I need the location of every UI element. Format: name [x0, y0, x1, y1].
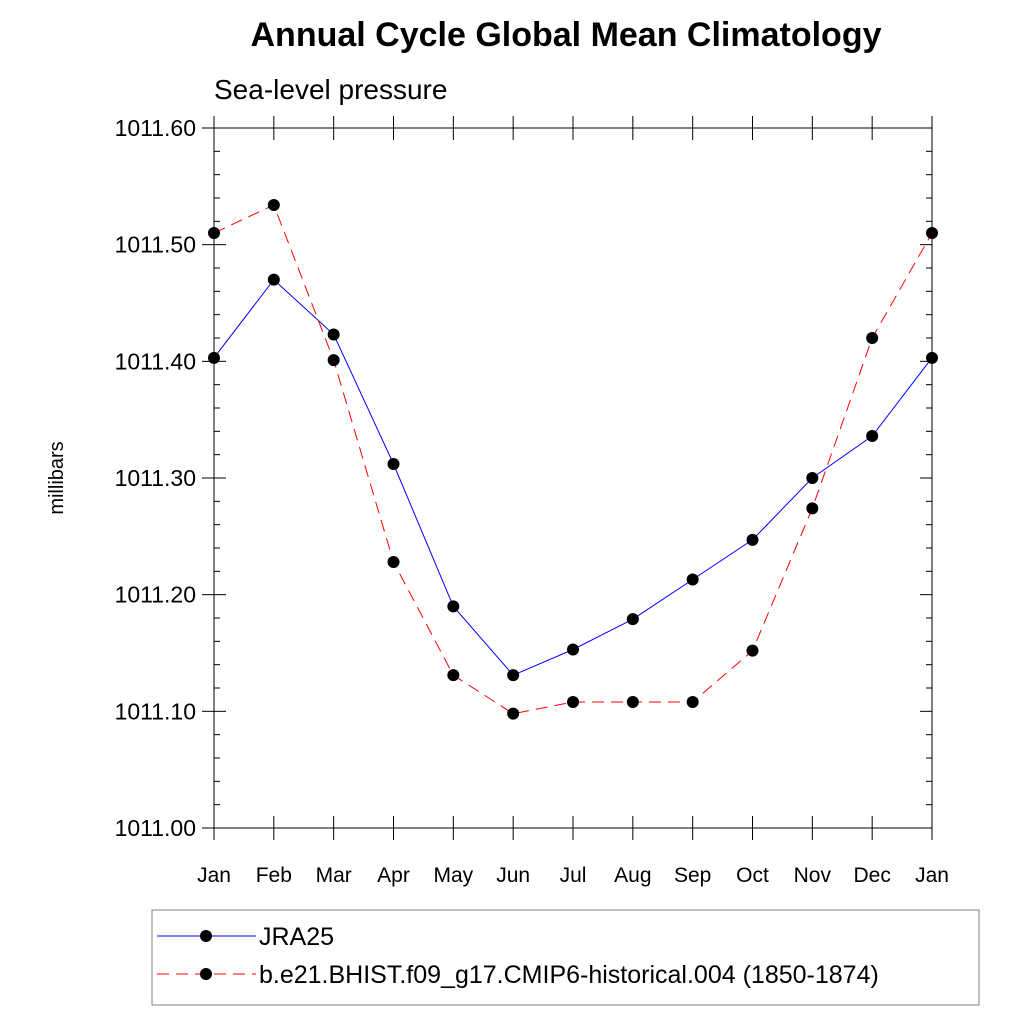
series-1-point — [686, 696, 699, 708]
series-1-point — [746, 644, 759, 657]
series-0-point — [567, 643, 579, 656]
chart-subtitle: Sea-level pressure — [214, 74, 447, 105]
legend-label-1: b.e21.BHIST.f09_g17.CMIP6-historical.004… — [259, 961, 879, 989]
series-1-point — [267, 199, 280, 211]
y-tick-labels: 1011.00 1011.10 1011.20 1011.30 1011.40 1011.… — [115, 115, 196, 841]
series-1-point — [447, 669, 460, 682]
y-tick-label: 1011.10 — [115, 698, 196, 724]
series-0-point — [327, 328, 340, 341]
legend: JRA25 b.e21.BHIST.f09_g17.CMIP6-historica… — [157, 923, 879, 989]
x-tick-label: Mar — [316, 864, 352, 887]
chart-title: Annual Cycle Global Mean Climatology — [251, 16, 882, 54]
x-tick-label: Nov — [794, 864, 832, 887]
series-1-point — [866, 332, 879, 344]
legend-box — [151, 909, 980, 1006]
series-group — [208, 199, 938, 720]
series-0-point — [926, 351, 938, 364]
series-0-point — [447, 600, 460, 613]
legend-marker-0 — [200, 930, 212, 942]
series-1-point — [327, 354, 340, 367]
series-1-point — [806, 502, 819, 515]
series-1-point — [926, 227, 938, 239]
x-tick-label: Jun — [496, 864, 530, 887]
x-tick-label: Sep — [674, 864, 711, 887]
series-0-point — [208, 351, 220, 364]
series-1-point — [208, 227, 220, 239]
series-1-point — [567, 696, 579, 708]
y-axis-label: millibars — [46, 441, 68, 514]
x-tick-label: Aug — [614, 864, 651, 887]
series-0-point — [806, 472, 819, 484]
x-tick-label: May — [433, 864, 473, 887]
x-tick-label: Oct — [736, 864, 769, 887]
y-tick-label: 1011.30 — [115, 465, 196, 491]
legend-label-0: JRA25 — [259, 923, 334, 951]
series-0-point — [267, 273, 280, 286]
series-0-point — [686, 573, 699, 586]
series-1-point — [387, 556, 400, 568]
x-tick-label: Jan — [915, 864, 949, 887]
series-0-point — [626, 613, 639, 626]
y-tick-label: 1011.20 — [115, 582, 196, 608]
series-0-point — [387, 458, 400, 470]
x-tick-label: Feb — [256, 864, 292, 887]
x-tick-label: Jan — [197, 864, 231, 887]
y-tick-label: 1011.40 — [115, 348, 196, 374]
legend-marker-1 — [200, 968, 212, 980]
series-line-1 — [213, 204, 933, 715]
x-tick-label: Dec — [853, 864, 890, 887]
x-tick-labels: Jan Feb Mar Apr May Jun Jul Aug Sep Oct Nov Dec Jan — [197, 864, 949, 887]
series-1-point — [507, 707, 520, 720]
series-1-point — [626, 696, 639, 708]
plot-frame — [213, 127, 933, 829]
series-0-point — [746, 533, 759, 546]
y-tick-label: 1011.60 — [115, 115, 196, 141]
x-tick-label: Jul — [560, 864, 587, 887]
series-0-point — [866, 430, 879, 442]
series-0-point — [507, 669, 520, 682]
axis-ticks — [202, 116, 933, 840]
x-tick-label: Apr — [377, 864, 410, 887]
series-line-0 — [213, 278, 933, 676]
y-tick-label: 1011.00 — [115, 815, 196, 841]
y-tick-label: 1011.50 — [115, 232, 196, 258]
